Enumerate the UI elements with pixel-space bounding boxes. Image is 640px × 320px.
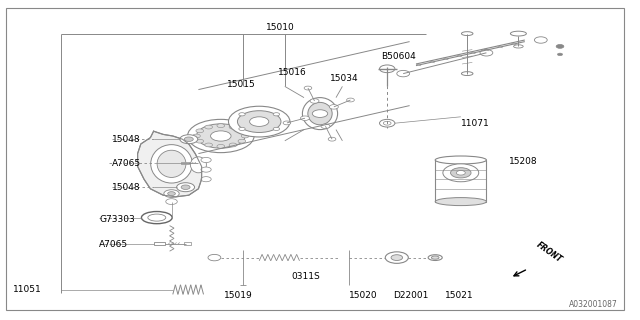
Ellipse shape [191,157,206,173]
Polygon shape [138,131,202,197]
Circle shape [166,199,177,204]
Circle shape [188,119,254,153]
Circle shape [383,121,391,125]
Circle shape [239,127,245,131]
Ellipse shape [435,156,486,164]
Text: 11071: 11071 [461,119,490,128]
Circle shape [443,164,479,182]
Text: 15048: 15048 [112,135,141,144]
Ellipse shape [435,198,486,206]
Ellipse shape [514,45,524,48]
Circle shape [385,252,408,263]
Circle shape [177,183,195,192]
Circle shape [164,190,179,197]
Text: D22001: D22001 [394,292,429,300]
Bar [154,242,165,245]
Circle shape [208,254,221,261]
Circle shape [283,121,291,125]
Ellipse shape [302,98,338,130]
Text: 15020: 15020 [349,292,378,300]
Circle shape [196,139,204,143]
Circle shape [480,50,493,56]
Circle shape [273,127,280,131]
Circle shape [205,125,212,129]
Bar [181,162,189,164]
Text: A032001087: A032001087 [569,300,618,309]
Circle shape [201,157,211,163]
Circle shape [228,106,290,137]
Circle shape [184,137,193,141]
Text: 15021: 15021 [445,292,474,300]
Text: A7065: A7065 [99,240,129,249]
Bar [184,242,191,245]
Circle shape [201,167,211,172]
Circle shape [229,125,237,129]
Circle shape [168,192,175,196]
Circle shape [180,135,198,144]
Circle shape [310,99,319,103]
Circle shape [250,117,269,126]
Text: 0311S: 0311S [291,272,320,281]
Circle shape [456,171,465,175]
Circle shape [201,177,211,182]
Circle shape [229,143,237,147]
Circle shape [380,119,395,127]
Text: 15016: 15016 [278,68,307,76]
Circle shape [312,110,328,117]
Circle shape [241,134,249,138]
Bar [435,160,486,202]
Ellipse shape [157,150,186,177]
Circle shape [217,144,225,148]
Text: FRONT: FRONT [534,240,564,264]
Circle shape [205,143,212,147]
Text: G73303: G73303 [99,215,135,224]
Circle shape [397,70,410,77]
Circle shape [557,53,563,56]
Circle shape [193,134,200,138]
Circle shape [181,185,190,189]
Circle shape [321,124,330,128]
Circle shape [451,168,471,178]
Circle shape [556,44,564,48]
Circle shape [328,137,336,141]
Circle shape [391,255,403,260]
Circle shape [239,113,245,116]
Circle shape [196,124,245,148]
Circle shape [273,113,280,116]
Circle shape [237,111,281,132]
Ellipse shape [461,32,473,36]
Circle shape [301,116,310,120]
Ellipse shape [148,214,166,221]
Text: 15034: 15034 [330,74,358,83]
Text: 15019: 15019 [224,292,253,300]
Ellipse shape [141,212,172,224]
Circle shape [211,131,231,141]
Circle shape [304,86,312,90]
Ellipse shape [431,256,439,259]
Text: 15048: 15048 [112,183,141,192]
Text: 15015: 15015 [227,80,256,89]
Circle shape [217,124,225,128]
Text: B50604: B50604 [381,52,415,60]
Circle shape [196,129,204,133]
Text: 15010: 15010 [266,23,294,32]
Circle shape [534,37,547,43]
Circle shape [347,98,355,102]
Circle shape [330,105,339,109]
Ellipse shape [461,72,473,76]
Text: 11051: 11051 [13,285,42,294]
Circle shape [380,65,395,73]
Text: 15208: 15208 [509,157,538,166]
Ellipse shape [308,102,332,125]
Ellipse shape [151,145,193,183]
Ellipse shape [428,255,442,260]
Ellipse shape [511,31,527,36]
Circle shape [238,139,246,143]
Circle shape [238,129,246,133]
Text: A7065: A7065 [112,159,141,168]
